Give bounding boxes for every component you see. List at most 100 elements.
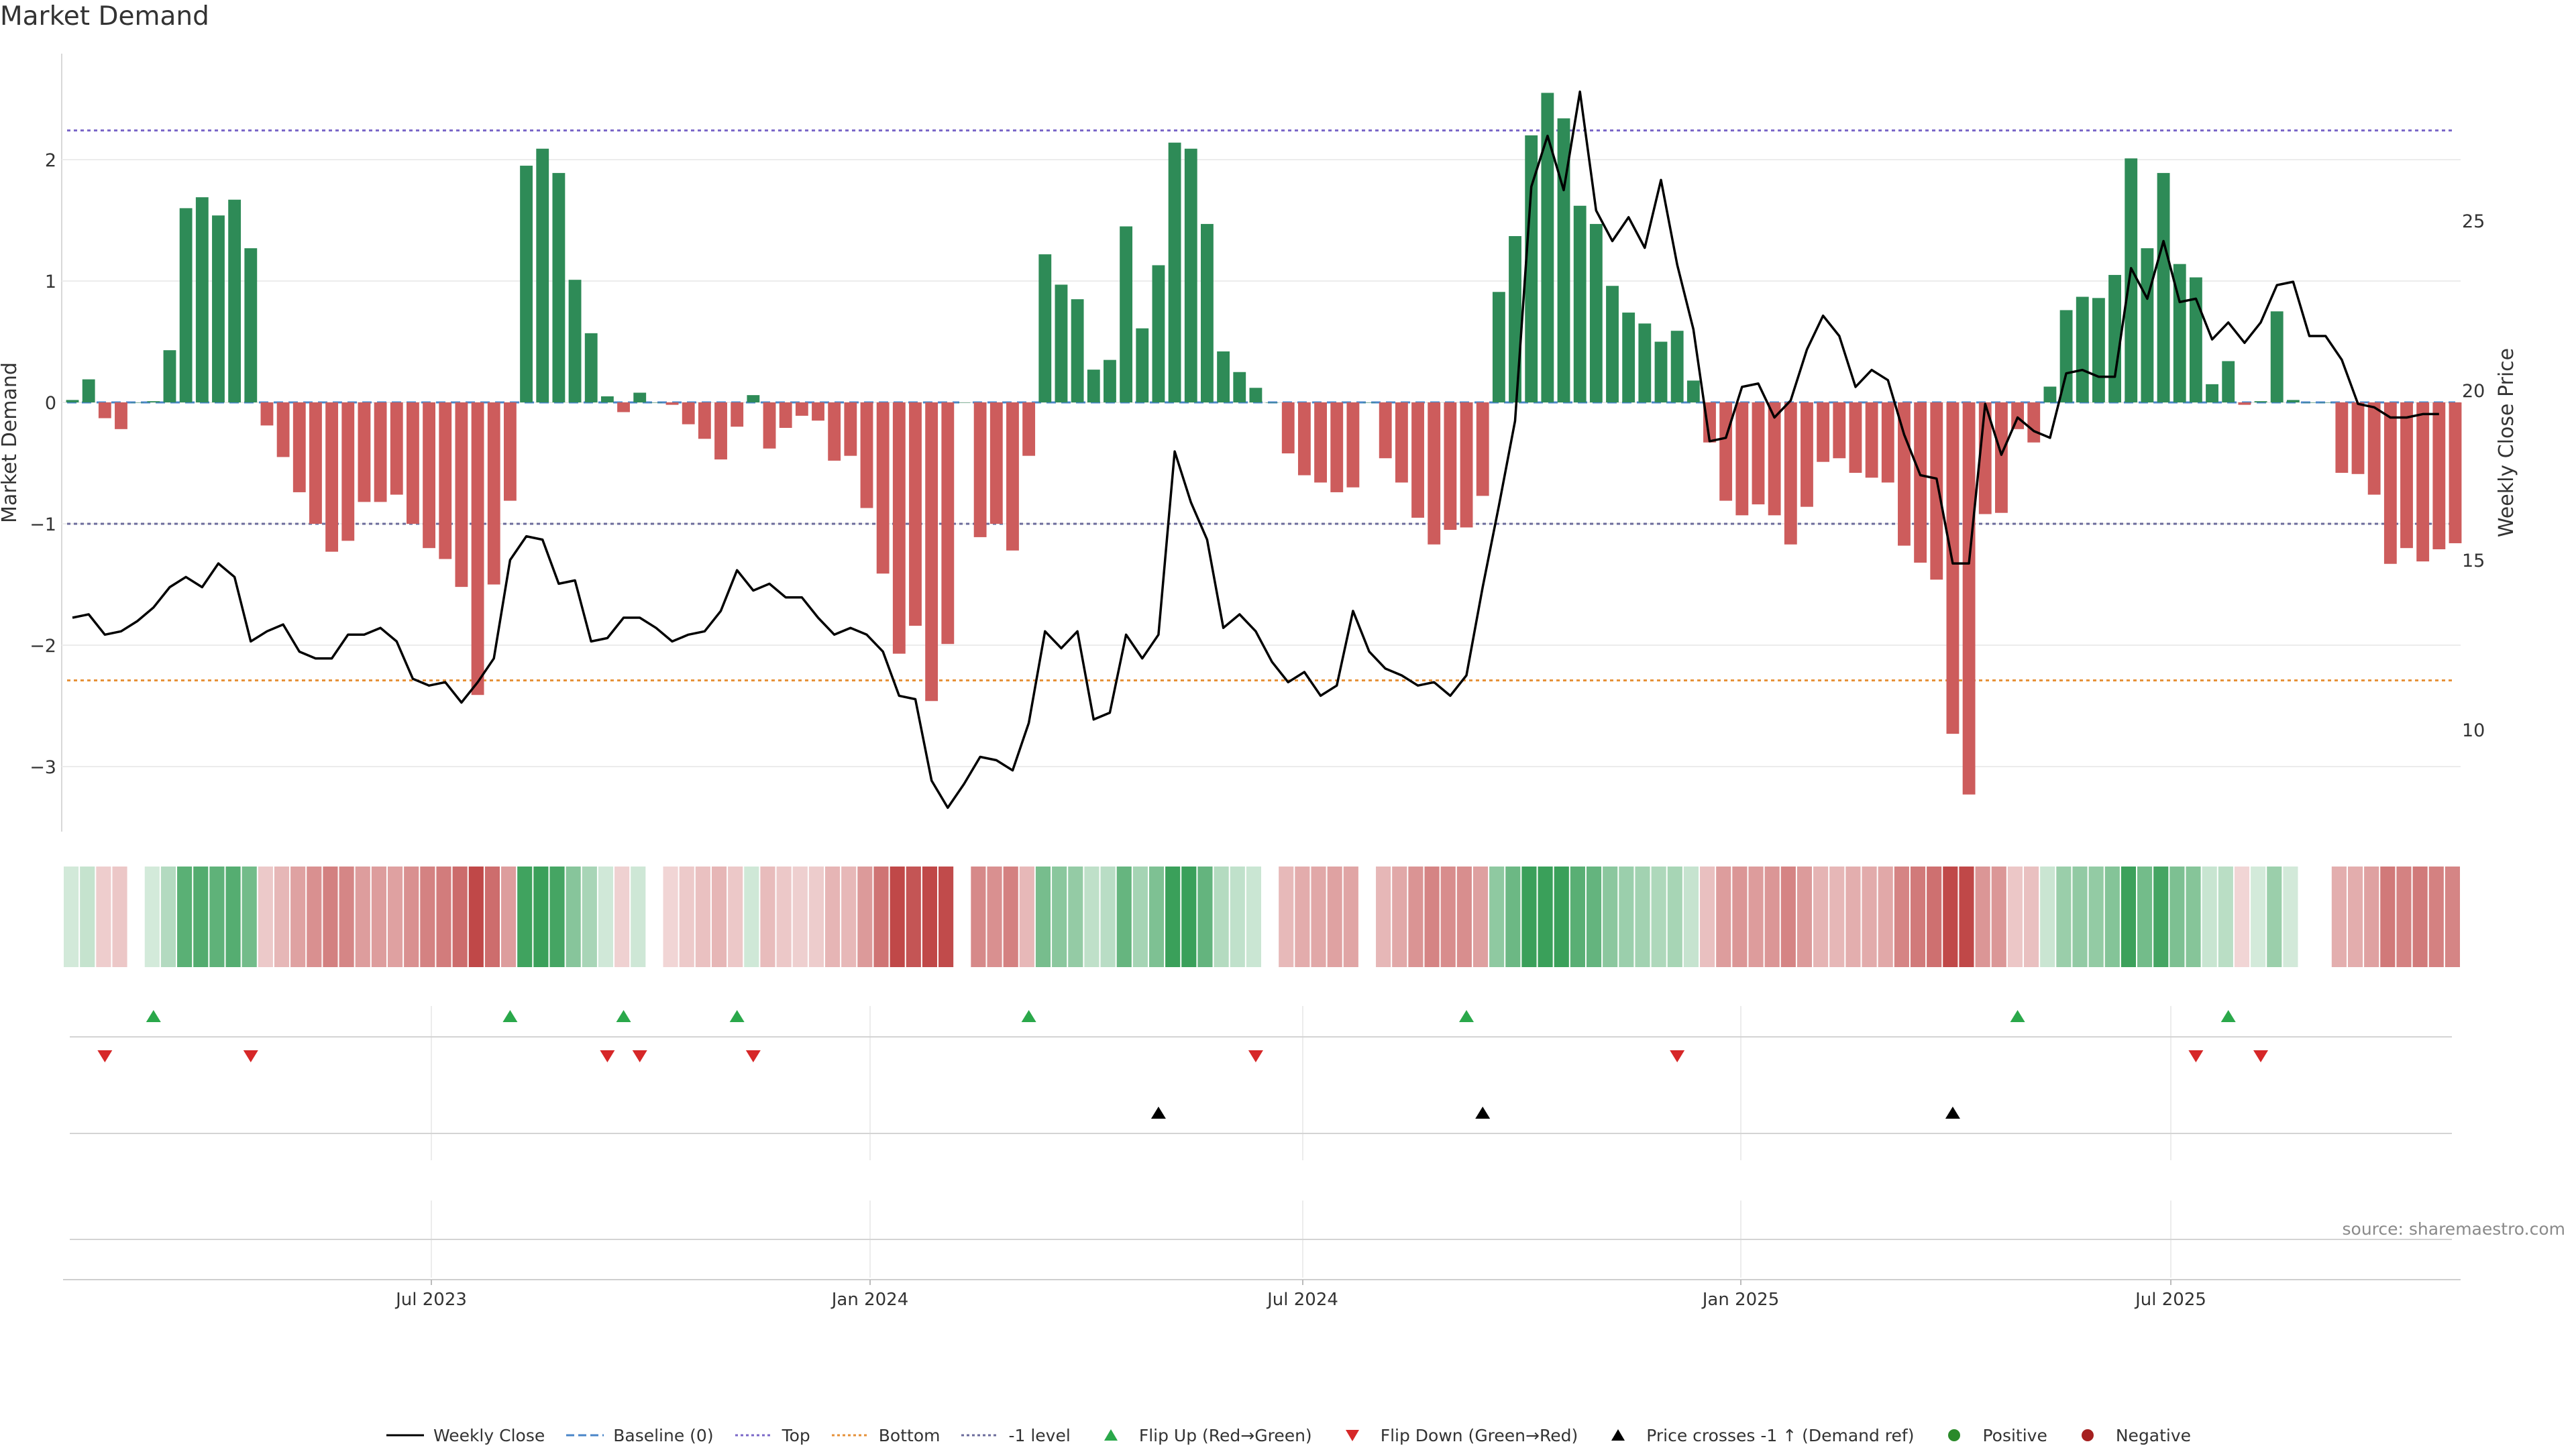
legend-swatch	[2081, 1429, 2094, 1441]
heat-cell	[1943, 867, 1958, 967]
demand-bar	[503, 402, 517, 501]
heat-cell	[468, 867, 484, 967]
heat-cell	[1683, 867, 1699, 967]
demand-bar	[163, 350, 176, 402]
demand-bar	[1104, 359, 1116, 402]
legend-swatch	[735, 1434, 773, 1437]
heat-cell	[2186, 867, 2201, 967]
heat-cell	[1295, 867, 1310, 967]
demand-bar	[2367, 402, 2381, 495]
heat-cell	[728, 867, 743, 967]
y-left-tick-label: 1	[45, 272, 56, 292]
demand-bar	[536, 148, 549, 402]
heat-cell	[776, 867, 792, 967]
legend-label: Bottom	[878, 1425, 941, 1445]
demand-bar	[374, 402, 387, 502]
flip-up-marker	[502, 1010, 518, 1022]
demand-bar	[276, 402, 290, 457]
demand-bar	[763, 402, 776, 449]
price-cross-marker	[1945, 1107, 1960, 1119]
legend-item: Flip Up (Red→Green)	[1091, 1426, 1312, 1445]
demand-bar	[2303, 402, 2316, 403]
legend-swatch	[1948, 1429, 1961, 1441]
demand-bar	[2383, 402, 2397, 564]
heat-cell	[404, 867, 419, 967]
flip-down-marker	[2188, 1050, 2204, 1062]
heat-cell	[1197, 867, 1213, 967]
demand-bar	[66, 400, 79, 402]
demand-bar	[2125, 158, 2138, 402]
demand-bar	[147, 401, 160, 402]
demand-bar	[358, 402, 371, 502]
legend-label: Weekly Close	[433, 1425, 545, 1445]
heat-cell	[1667, 867, 1682, 967]
heat-cell	[258, 867, 273, 967]
heat-cell	[274, 867, 290, 967]
heat-cell	[1862, 867, 1877, 967]
demand-bar	[2157, 172, 2170, 402]
demand-bar	[2141, 248, 2154, 402]
flip-down-marker	[243, 1050, 258, 1062]
demand-bar	[1670, 331, 1684, 402]
demand-bar	[2432, 402, 2446, 550]
price-line-layer	[72, 90, 2439, 810]
legend-label: Price crosses -1 ↑ (Demand ref)	[1646, 1425, 1915, 1445]
demand-bar	[2270, 311, 2284, 402]
demand-bar	[617, 402, 630, 412]
demand-bar	[1297, 402, 1311, 476]
heat-cell	[2251, 867, 2266, 967]
grid-layer	[61, 54, 2461, 832]
heat-cell	[209, 867, 225, 967]
demand-bar	[1411, 402, 1424, 518]
demand-bar	[228, 199, 241, 402]
y-right-tick-label: 15	[2462, 551, 2485, 571]
heat-cell	[1910, 867, 1926, 967]
heat-cell	[792, 867, 808, 967]
heat-cell	[1279, 867, 1294, 967]
legend-item: Positive	[1934, 1426, 2047, 1445]
heat-cell	[2396, 867, 2412, 967]
demand-bar	[260, 402, 274, 426]
heat-cell	[1472, 867, 1489, 967]
heat-cell	[1311, 867, 1326, 967]
demand-bar	[1281, 402, 1295, 454]
demand-bar	[1184, 148, 1197, 402]
demand-bar	[1249, 388, 1263, 402]
weekly-close-line	[72, 90, 2439, 810]
heat-cell	[1554, 867, 1569, 967]
demand-bar	[2238, 402, 2251, 405]
heat-cell	[2347, 867, 2363, 967]
heat-cell	[582, 867, 597, 967]
heat-cell	[1619, 867, 1634, 967]
heat-cell	[1035, 867, 1051, 967]
demand-bar	[876, 402, 890, 574]
demand-bar	[1801, 402, 1813, 507]
heat-cell	[96, 867, 111, 967]
demand-bar	[795, 402, 808, 416]
demand-bar	[1233, 372, 1246, 402]
heat-cell	[80, 867, 95, 967]
demand-bar	[1055, 284, 1068, 402]
right-axis: 25 20 15 10	[2462, 211, 2485, 741]
y-left-tick-label: −2	[30, 636, 56, 657]
demand-bar	[1492, 292, 1505, 402]
demand-bar	[1379, 402, 1392, 459]
demand-bar	[487, 402, 500, 585]
heat-cell	[987, 867, 1002, 967]
heat-cell	[1052, 867, 1067, 967]
demand-bar	[1833, 402, 1846, 459]
demand-bar	[1444, 402, 1457, 531]
demand-bar	[1460, 402, 1473, 528]
demand-bar	[212, 215, 225, 402]
legend-label: Flip Down (Green→Red)	[1380, 1425, 1578, 1445]
demand-bar	[2189, 277, 2202, 402]
heat-cell	[1927, 867, 1942, 967]
demand-bar	[1428, 402, 1441, 545]
heat-cell	[1019, 867, 1034, 967]
heat-cell	[501, 867, 517, 967]
demand-bar	[1817, 402, 1830, 462]
demand-bar	[747, 395, 760, 402]
heat-cell	[2412, 867, 2428, 967]
heat-cell	[1360, 867, 1375, 967]
demand-bar	[439, 402, 452, 559]
